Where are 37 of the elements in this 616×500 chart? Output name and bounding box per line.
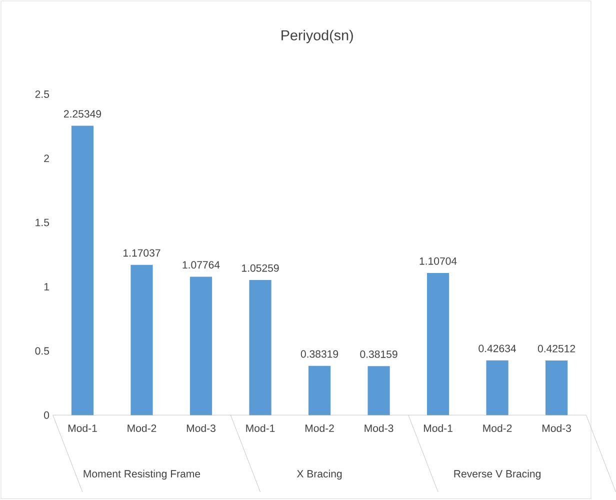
bar: [130, 265, 153, 416]
bar: [308, 366, 331, 416]
text: Reverse V Bracing: [454, 470, 540, 480]
x-tick-label: Mod-1: [68, 424, 97, 432]
data-label: 1.05259: [242, 264, 279, 272]
data-label: 0.42512: [538, 345, 576, 353]
bar: [545, 360, 568, 416]
y-tick-label: 1: [44, 283, 49, 291]
x-tick-label: Mod-2: [483, 424, 512, 432]
data-label: 1.10704: [420, 258, 457, 265]
x-tick-label: Mod-3: [186, 424, 216, 432]
y-tick-label: 1.5: [36, 219, 50, 226]
x-tick-label: Mod-2: [128, 424, 156, 432]
bar: [486, 360, 508, 416]
data-label: 0.38159: [360, 350, 398, 358]
data-label: 1.07764: [182, 261, 220, 269]
bar: [426, 273, 450, 416]
y-tick-label: 2: [44, 154, 49, 162]
text: Moment Resisting Frame: [84, 470, 200, 480]
x-tick-label: Mod-3: [364, 424, 394, 432]
text: X Bracing: [296, 470, 342, 480]
data-label: 1.17037: [124, 249, 160, 257]
x-tick-label: Mod-1: [424, 424, 452, 432]
x-tick-label: Mod-3: [542, 424, 571, 432]
y-tick-label: 2.5: [35, 90, 50, 98]
bar: [249, 280, 272, 416]
data-label: 0.38319: [300, 350, 338, 358]
x-tick-label: Mod-2: [305, 424, 334, 432]
data-label: 2.25349: [64, 110, 102, 118]
y-tick-label: 0.5: [35, 347, 50, 355]
chart-title: Periyod(sn): [282, 30, 353, 44]
bar: [190, 276, 212, 416]
bar: [368, 366, 390, 416]
data-label: 0.42634: [478, 344, 516, 352]
x-tick-label: Mod-1: [246, 424, 275, 432]
y-tick-label: 0: [44, 412, 50, 419]
bar: [71, 126, 94, 416]
